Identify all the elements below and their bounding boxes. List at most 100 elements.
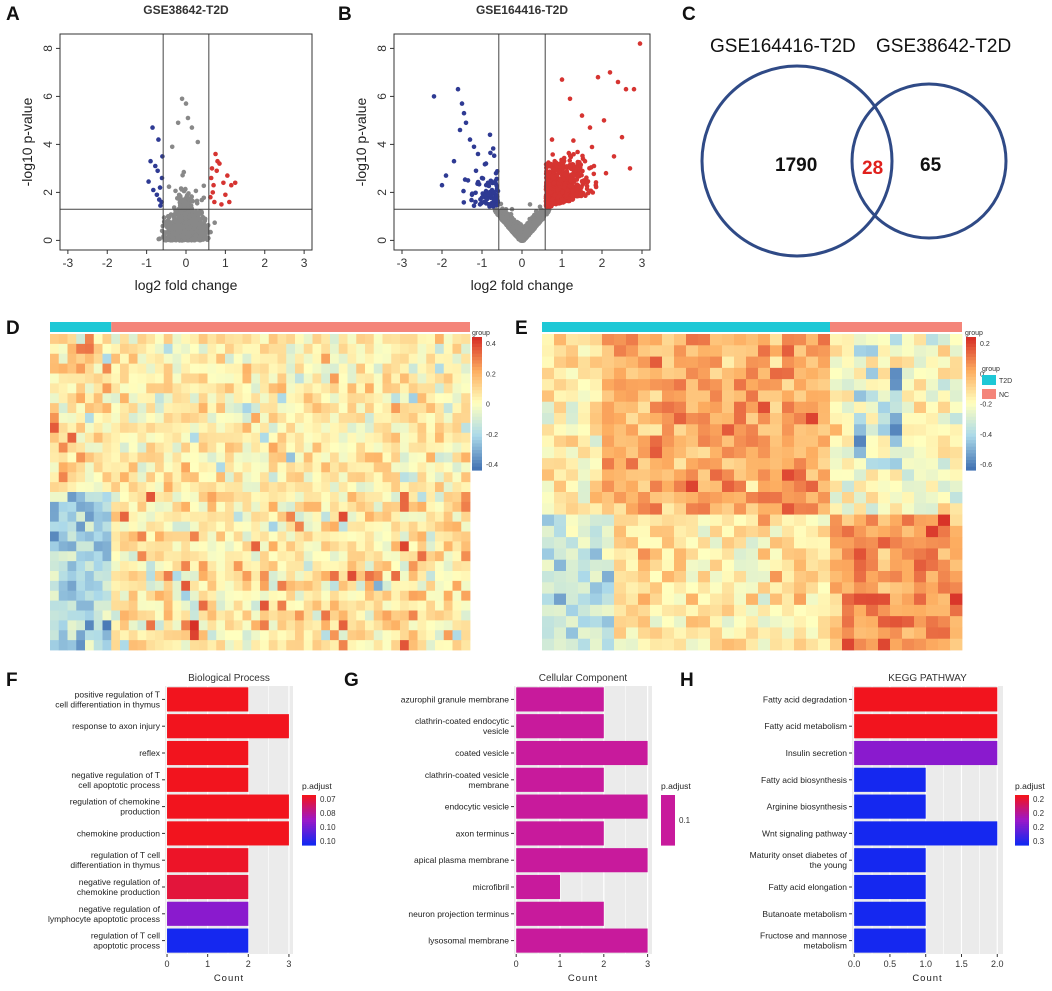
- heatmap-cell: [76, 413, 86, 424]
- ns-point: [189, 125, 195, 130]
- heatmap-cell: [638, 356, 651, 369]
- heatmap-cell: [426, 422, 436, 434]
- heatmap-cell: [137, 383, 147, 394]
- heatmap-cell: [233, 640, 243, 651]
- heatmap-cell: [137, 580, 147, 592]
- heatmap-cell: [286, 492, 296, 503]
- ns-point: [525, 223, 530, 228]
- heatmap-cell: [155, 541, 165, 552]
- heatmap-cell: [286, 472, 296, 483]
- heatmap-cell: [128, 343, 138, 355]
- heatmap-cell: [417, 531, 427, 542]
- heatmap-cell: [938, 345, 951, 357]
- heatmap-cell: [233, 373, 243, 384]
- heatmap-cell: [181, 482, 191, 493]
- heatmap-cell: [120, 432, 130, 444]
- heatmap-cell: [286, 511, 296, 523]
- heatmap-cell: [58, 383, 68, 394]
- heatmap-cell: [225, 492, 235, 503]
- heatmap-cell: [50, 590, 60, 602]
- heatmap-cell: [578, 345, 591, 357]
- heatmap-cell: [295, 580, 305, 592]
- panel-label-B: B: [338, 4, 352, 25]
- heatmap-cell: [198, 492, 208, 503]
- heatmap-cell: [216, 571, 226, 582]
- heatmap-cell: [242, 334, 252, 345]
- venn-set-2-label: GSE38642-T2D: [876, 36, 1011, 57]
- heatmap-cell: [181, 501, 191, 513]
- heatmap-cell: [365, 383, 375, 394]
- heatmap-cell: [190, 610, 200, 621]
- heatmap-cell: [303, 432, 313, 444]
- heatmap-cell: [233, 590, 243, 602]
- heatmap-cell: [417, 511, 427, 523]
- up-point: [591, 171, 597, 177]
- heatmap-cell: [614, 345, 627, 357]
- heatmap-cell: [225, 561, 235, 572]
- heatmap-cell: [408, 422, 418, 434]
- heatmap-cell: [426, 462, 436, 473]
- heatmap-cell: [216, 640, 226, 651]
- heatmap-cell: [50, 482, 60, 493]
- heatmap-cell: [417, 561, 427, 572]
- heatmap-cell: [321, 580, 331, 592]
- heatmap-cell: [806, 345, 819, 357]
- heatmap-cell: [67, 600, 77, 611]
- heatmap-cell: [198, 432, 208, 444]
- heatmap-cell: [408, 462, 418, 473]
- heatmap-cell: [338, 600, 348, 611]
- heatmap-cell: [128, 501, 138, 513]
- panel-label-H: H: [680, 670, 694, 691]
- heatmap-cell: [382, 363, 392, 374]
- up-point: [587, 125, 593, 130]
- heatmap-cell: [242, 561, 252, 572]
- heatmap-cell: [181, 551, 191, 562]
- heatmap-cell: [225, 363, 235, 374]
- heatmap-cell: [435, 413, 445, 424]
- heatmap-cell: [242, 620, 252, 631]
- heatmap-cell: [818, 345, 831, 357]
- heatmap-cell: [330, 432, 340, 444]
- heatmap-cell: [400, 373, 410, 384]
- heatmap-cell: [155, 383, 165, 394]
- heatmap-cell: [137, 452, 147, 463]
- heatmap-cell: [408, 432, 418, 444]
- heatmap-cell: [163, 551, 173, 562]
- heatmap-cell: [443, 373, 453, 384]
- heatmap-cell: [602, 379, 615, 391]
- heatmap-cell: [400, 353, 410, 365]
- y-tick-label: 6: [375, 93, 389, 100]
- heatmap-cell: [93, 432, 103, 444]
- heatmap-cell: [914, 356, 927, 369]
- down-point: [156, 197, 162, 202]
- heatmap-cell: [251, 571, 261, 582]
- heatmap-cell: [225, 630, 235, 641]
- heatmap-cell: [85, 353, 95, 365]
- heatmap-cell: [198, 442, 208, 453]
- heatmap-cell: [391, 413, 401, 424]
- heatmap-cell: [268, 501, 278, 513]
- up-point: [578, 164, 583, 170]
- heatmap-cell: [198, 363, 208, 374]
- heatmap-cell: [674, 356, 687, 369]
- heatmap-cell: [452, 492, 462, 503]
- heatmap-cell: [338, 363, 348, 374]
- ns-point: [181, 169, 187, 175]
- heatmap-cell: [128, 393, 138, 404]
- heatmap-cell: [128, 442, 138, 453]
- heatmap-cell: [590, 356, 603, 369]
- heatmap-cell: [67, 353, 77, 365]
- heatmap-cell: [854, 345, 867, 357]
- heatmap-cell: [120, 393, 130, 404]
- heatmap-cell: [443, 472, 453, 483]
- heatmap-cell: [400, 462, 410, 473]
- heatmap-cell: [111, 571, 121, 582]
- heatmap-cell: [50, 620, 60, 631]
- heatmap-cell: [461, 373, 471, 384]
- heatmap-cell: [866, 334, 879, 346]
- heatmap-cell: [417, 640, 427, 651]
- heatmap-cell: [312, 413, 322, 424]
- heatmap-cell: [111, 363, 121, 374]
- heatmap-cell: [426, 580, 436, 592]
- ns-point: [193, 188, 199, 194]
